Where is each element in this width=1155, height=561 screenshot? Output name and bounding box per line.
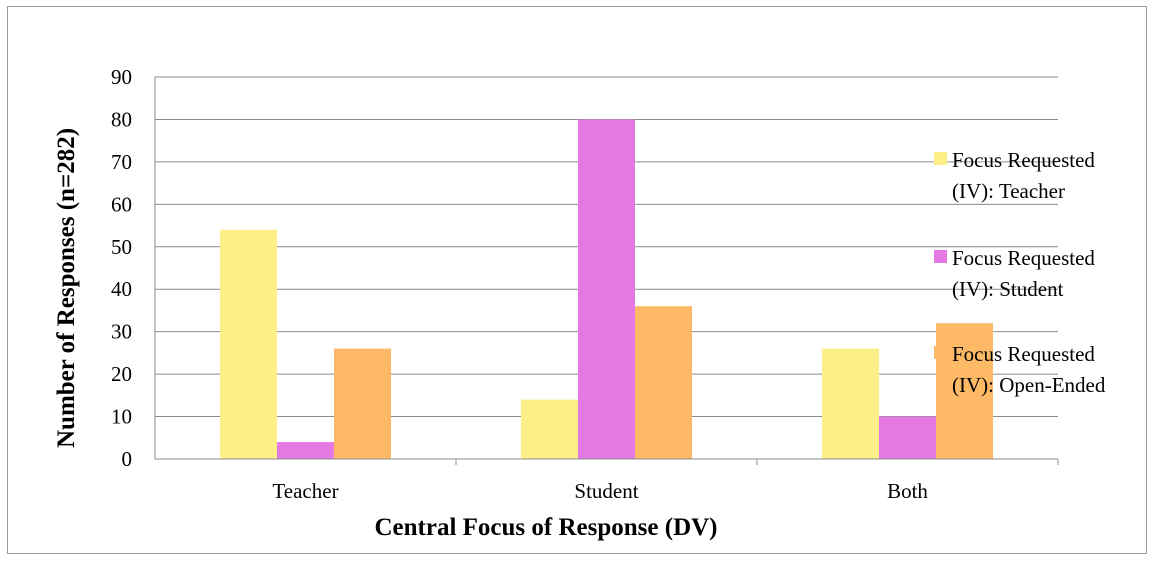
- bar-both-series-1: [822, 348, 879, 459]
- legend-label: Focus Requested (IV): Open-Ended: [952, 342, 1106, 397]
- bar-both-series-3: [936, 323, 993, 459]
- legend-swatch: [934, 250, 947, 263]
- chart-frame: [7, 6, 1147, 554]
- bar-teacher-series-3: [334, 348, 391, 459]
- y-tick-labels: 0 10 20 30 40 50 60 70 80 90: [111, 65, 132, 471]
- y-tick-label: 70: [111, 150, 132, 174]
- bar-student-series-2: [578, 119, 635, 459]
- bar-both-series-2: [879, 416, 936, 459]
- legend-label-line: (IV): Student: [952, 277, 1064, 301]
- y-tick-label: 40: [111, 277, 132, 301]
- x-tick-labels: Teacher Student Both: [272, 479, 928, 503]
- legend-label: Focus Requested (IV): Teacher: [952, 148, 1095, 203]
- legend-swatch: [934, 346, 947, 359]
- bar-teacher-series-1: [220, 229, 277, 459]
- legend-swatch: [934, 152, 947, 165]
- y-tick-label: 10: [111, 405, 132, 429]
- x-tick-label: Both: [887, 479, 928, 503]
- legend-label-line: Focus Requested: [952, 148, 1095, 172]
- legend-label-line: (IV): Teacher: [952, 179, 1065, 203]
- y-tick-label: 50: [111, 235, 132, 259]
- y-tick-label: 0: [122, 447, 133, 471]
- y-axis-title: Number of Responses (n=282): [53, 128, 80, 448]
- bar-teacher-series-2: [277, 442, 334, 459]
- y-tick-label: 20: [111, 362, 132, 386]
- legend-label-line: (IV): Open-Ended: [952, 373, 1106, 397]
- x-axis-title: Central Focus of Response (DV): [374, 514, 717, 541]
- legend-item: Focus Requested (IV): Open-Ended: [934, 342, 1106, 397]
- legend-item: Focus Requested (IV): Student: [934, 246, 1095, 301]
- bar-student-series-1: [521, 399, 578, 459]
- legend-label: Focus Requested (IV): Student: [952, 246, 1095, 301]
- legend-label-line: Focus Requested: [952, 246, 1095, 270]
- x-tick-label: Student: [574, 479, 638, 503]
- y-tick-label: 30: [111, 320, 132, 344]
- x-tick-label: Teacher: [272, 479, 338, 503]
- bars: [220, 119, 993, 459]
- bar-student-series-3: [635, 306, 692, 459]
- legend-label-line: Focus Requested: [952, 342, 1095, 366]
- y-tick-label: 60: [111, 192, 132, 216]
- y-tick-label: 80: [111, 107, 132, 131]
- y-tick-label: 90: [111, 65, 132, 89]
- legend-item: Focus Requested (IV): Teacher: [934, 148, 1095, 203]
- axes: [154, 77, 1059, 465]
